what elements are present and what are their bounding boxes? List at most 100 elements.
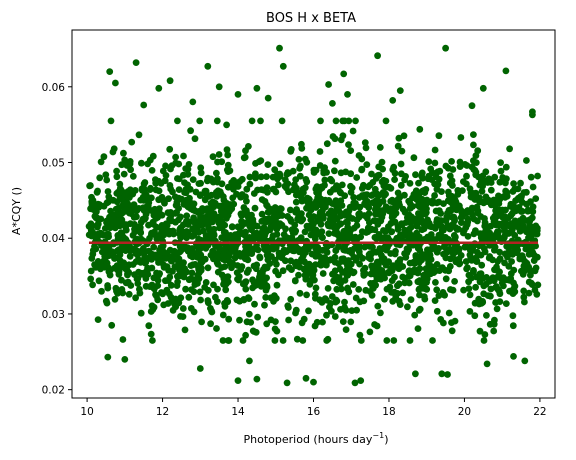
scatter-point [410, 154, 418, 162]
scatter-point [487, 186, 495, 194]
scatter-point [220, 252, 227, 259]
scatter-point [207, 205, 215, 213]
scatter-point [292, 198, 300, 206]
scatter-point [370, 279, 377, 287]
scatter-point [496, 248, 503, 256]
scatter-point [224, 337, 232, 344]
scatter-point [111, 295, 119, 303]
scatter-point [243, 185, 251, 193]
scatter-point [520, 287, 528, 295]
scatter-point [466, 185, 474, 193]
scatter-point [270, 222, 278, 230]
scatter-point [218, 180, 226, 188]
scatter-point [214, 252, 222, 259]
scatter-point [529, 203, 537, 211]
scatter-point [162, 277, 169, 285]
scatter-point [331, 167, 338, 175]
scatter-point [252, 170, 259, 178]
scatter-point [120, 170, 128, 178]
scatter-point [470, 267, 477, 274]
scatter-point [493, 266, 500, 273]
scatter-point [261, 301, 268, 309]
scatter-point [154, 296, 162, 304]
scatter-point [348, 307, 356, 314]
scatter-point [204, 286, 212, 294]
scatter-point [455, 245, 462, 252]
scatter-point [465, 285, 473, 292]
scatter-point [329, 100, 336, 107]
scatter-point [213, 169, 220, 177]
scatter-point [404, 303, 411, 311]
scatter-point [168, 257, 175, 265]
scatter-point [264, 94, 272, 102]
scatter-point [388, 289, 395, 296]
scatter-point [450, 232, 458, 239]
scatter-point [347, 318, 355, 326]
scatter-point [181, 242, 189, 250]
scatter-point [202, 187, 210, 195]
y-tick-label: 0.06 [42, 82, 66, 94]
scatter-point [130, 201, 138, 209]
scatter-point [325, 256, 333, 264]
scatter-point [491, 212, 499, 220]
scatter-point [388, 277, 396, 284]
scatter-point [242, 228, 250, 236]
scatter-point [239, 219, 247, 227]
scatter-point [222, 286, 230, 294]
scatter-point [251, 300, 258, 308]
scatter-point [389, 198, 397, 206]
scatter-point [214, 175, 221, 183]
scatter-point [497, 159, 504, 167]
scatter-point [494, 228, 501, 236]
scatter-point [175, 299, 183, 307]
scatter-point [405, 273, 413, 280]
scatter-point [401, 226, 409, 234]
scatter-point [312, 284, 320, 292]
scatter-point [331, 267, 339, 275]
scatter-point [282, 248, 290, 256]
scatter-point [462, 242, 470, 250]
scatter-point [495, 192, 502, 200]
scatter-point [169, 188, 176, 196]
scatter-point [254, 313, 261, 321]
scatter-point [223, 121, 231, 129]
scatter-point [463, 180, 470, 188]
scatter-point [509, 290, 517, 297]
scatter-point [202, 219, 210, 227]
scatter-point [197, 164, 205, 172]
scatter-point [169, 267, 176, 275]
scatter-point [119, 263, 126, 270]
scatter-point [307, 231, 315, 239]
scatter-point [133, 275, 141, 283]
scatter-point [107, 117, 115, 125]
scatter-point [401, 191, 408, 199]
scatter-point [183, 268, 191, 276]
scatter-point [376, 144, 384, 151]
scatter-point [213, 325, 220, 332]
scatter-point [335, 276, 343, 284]
scatter-point [345, 288, 353, 296]
scatter-point [212, 293, 219, 301]
scatter-point [276, 222, 284, 230]
scatter-point [380, 176, 387, 184]
scatter-point [440, 319, 447, 327]
scatter-point [473, 273, 480, 281]
scatter-point [124, 278, 132, 286]
scatter-point [198, 318, 206, 326]
scatter-point [395, 265, 403, 273]
scatter-point [378, 158, 386, 166]
scatter-point [480, 337, 488, 344]
scatter-point [243, 207, 250, 214]
scatter-point [316, 296, 323, 304]
scatter-point [237, 266, 245, 273]
scatter-point [470, 157, 477, 165]
scatter-point [251, 204, 259, 212]
x-tick-label: 10 [80, 406, 93, 418]
scatter-point [406, 216, 414, 224]
scatter-point [207, 251, 215, 259]
scatter-point [248, 117, 256, 125]
scatter-point [505, 222, 513, 230]
scatter-point [121, 356, 129, 363]
scatter-point [435, 245, 442, 253]
scatter-point [321, 261, 329, 268]
